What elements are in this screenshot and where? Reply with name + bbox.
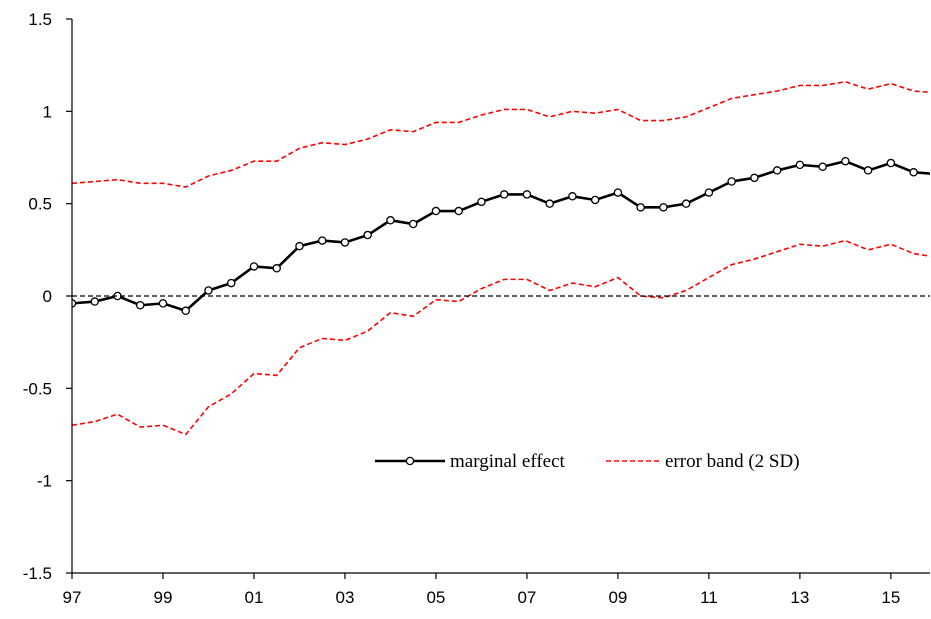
y-tick-label: 0 xyxy=(43,287,52,306)
point xyxy=(317,236,327,245)
point xyxy=(841,156,850,166)
point xyxy=(636,203,645,212)
point xyxy=(408,219,418,229)
point xyxy=(477,197,486,207)
point xyxy=(386,216,395,225)
y-tick-label: 1.5 xyxy=(28,10,52,29)
y-tick-label: -1 xyxy=(37,472,52,491)
point xyxy=(431,206,441,216)
point xyxy=(750,173,759,183)
plot-area xyxy=(72,80,930,436)
point xyxy=(249,262,259,271)
point xyxy=(704,188,714,197)
point xyxy=(499,190,509,199)
legend-marker xyxy=(405,456,415,466)
point xyxy=(522,190,532,199)
series-line xyxy=(72,80,930,188)
x-tick-label: 99 xyxy=(154,588,173,607)
point xyxy=(909,168,918,177)
y-tick-label: 0.5 xyxy=(28,195,52,214)
point xyxy=(886,158,896,168)
point xyxy=(295,241,304,251)
point xyxy=(340,238,350,247)
point xyxy=(454,206,463,216)
y-tick-label: -0.5 xyxy=(23,379,52,398)
x-tick-label: 01 xyxy=(245,588,264,607)
point xyxy=(863,166,873,175)
point xyxy=(795,160,805,170)
x-tick-label: 97 xyxy=(63,588,82,607)
point xyxy=(568,192,577,201)
point xyxy=(181,306,190,316)
x-tick-label: 03 xyxy=(335,588,354,607)
point xyxy=(226,278,236,288)
series-line xyxy=(72,159,930,313)
y-tick-label: 1 xyxy=(43,102,52,121)
point xyxy=(727,177,736,186)
series-line xyxy=(72,239,930,436)
legend-label: error band (2 SD) xyxy=(665,451,800,472)
x-tick-label: 15 xyxy=(881,588,900,607)
point xyxy=(158,299,168,308)
y-tick-label: -1.5 xyxy=(23,564,52,583)
point xyxy=(272,264,281,273)
point xyxy=(659,203,668,212)
point xyxy=(590,195,600,205)
point xyxy=(613,188,623,197)
point xyxy=(363,230,372,240)
point xyxy=(545,199,554,208)
x-tick-label: 11 xyxy=(700,588,718,607)
legend-label: marginal effect xyxy=(450,451,566,472)
point xyxy=(772,166,782,175)
point xyxy=(204,286,213,295)
x-tick-label: 07 xyxy=(517,588,536,607)
point xyxy=(90,297,99,306)
x-tick-label: 13 xyxy=(790,588,809,607)
point xyxy=(135,300,145,310)
point xyxy=(818,162,827,171)
point xyxy=(681,199,691,208)
x-tick-label: 05 xyxy=(426,588,445,607)
x-tick-label: 09 xyxy=(608,588,627,607)
